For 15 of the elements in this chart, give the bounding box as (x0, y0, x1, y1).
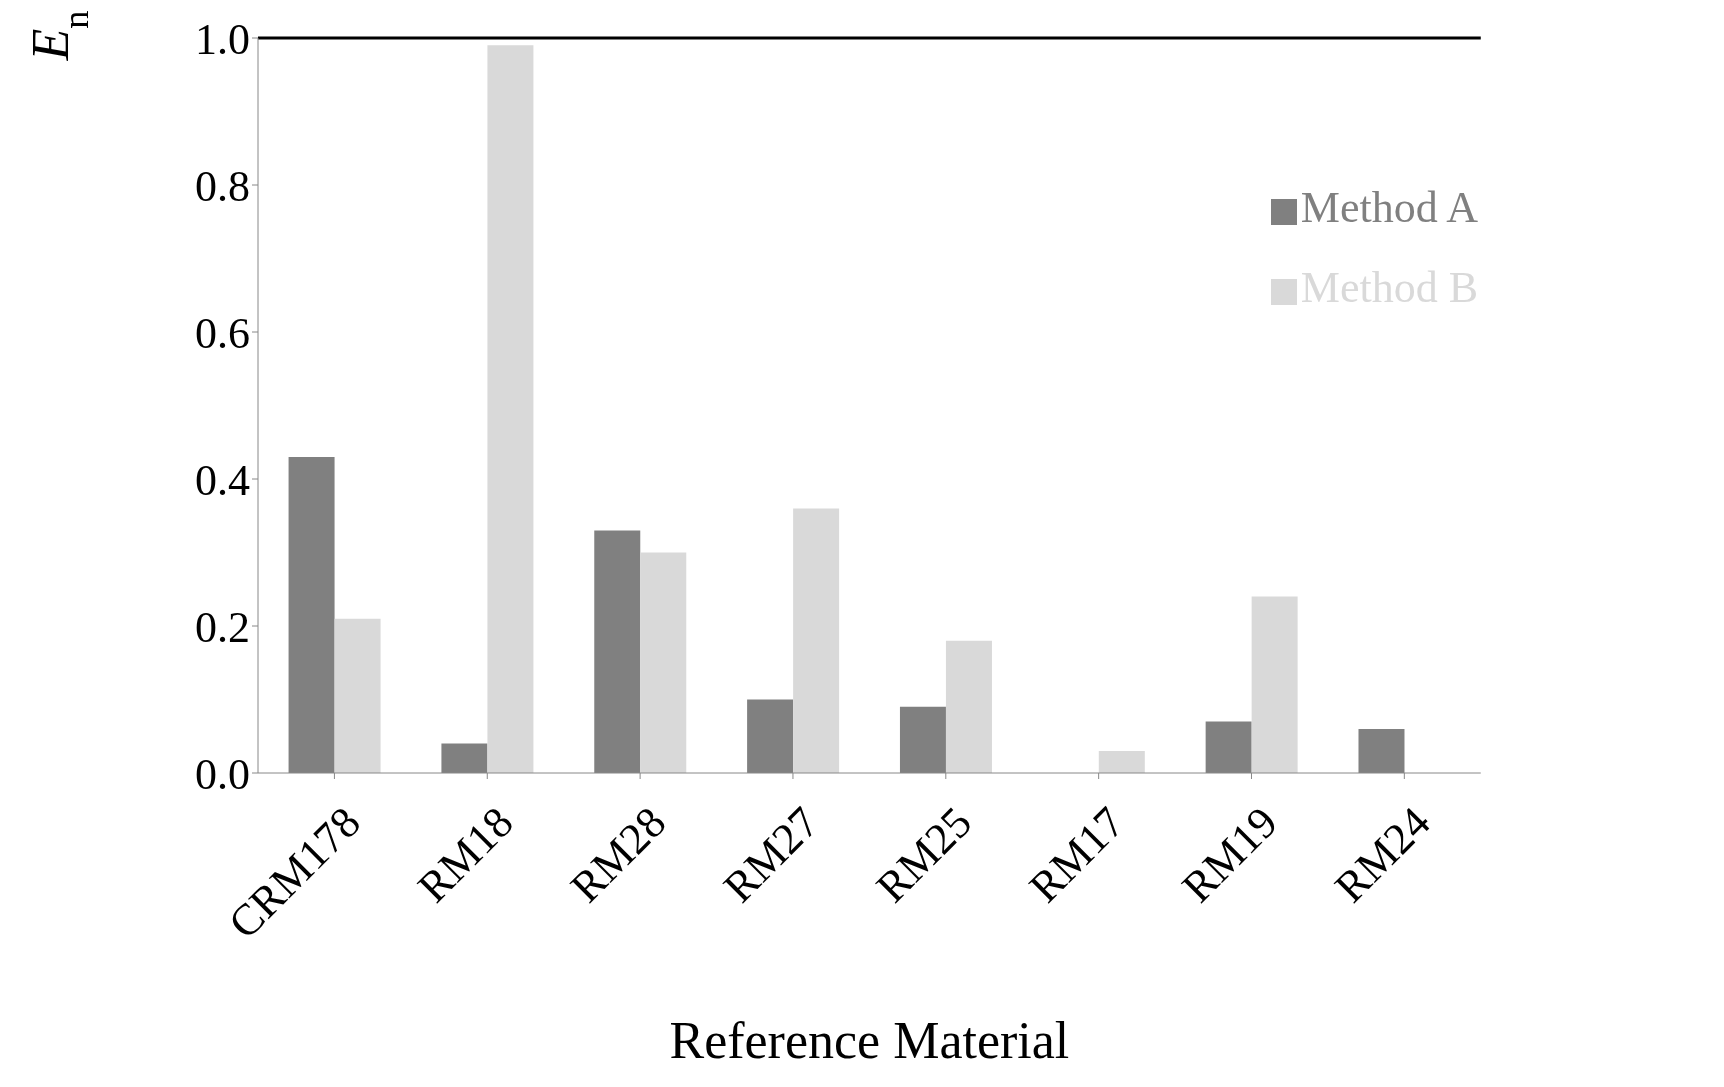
y-tick-label: 0.6 (195, 308, 250, 358)
y-tick-label: 0.2 (195, 602, 250, 652)
y-tick-label: 1.0 (195, 14, 250, 64)
bar (487, 45, 534, 773)
x-axis-title: Reference Material (669, 1012, 1070, 1069)
bar (334, 618, 381, 773)
legend-label: Method A (1300, 183, 1478, 232)
bar (1098, 750, 1145, 773)
bar (945, 640, 992, 773)
y-tick-label: 0.0 (195, 749, 250, 799)
bar (793, 508, 840, 773)
y-tick-label: 0.4 (195, 455, 250, 505)
bar (640, 552, 687, 773)
y-tick-label: 0.8 (195, 161, 250, 211)
bar (1251, 596, 1298, 773)
